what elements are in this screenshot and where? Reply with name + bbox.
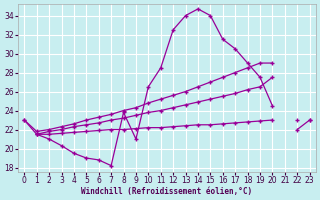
X-axis label: Windchill (Refroidissement éolien,°C): Windchill (Refroidissement éolien,°C) [81, 187, 252, 196]
